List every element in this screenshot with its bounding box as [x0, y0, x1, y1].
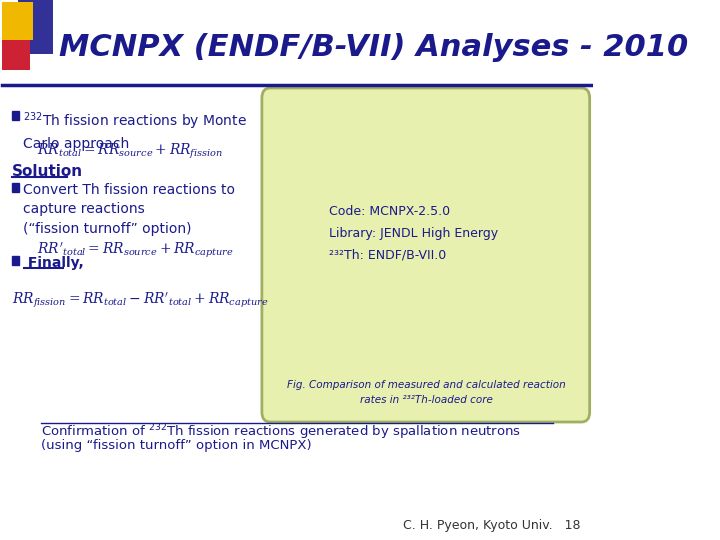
Text: Library: JENDL High Energy: Library: JENDL High Energy [330, 227, 498, 240]
Bar [1, 2, 33, 40]
Text: Code: MCNPX-2.5.0: Code: MCNPX-2.5.0 [330, 205, 451, 218]
FancyBboxPatch shape [262, 88, 590, 422]
Bar [18, 0, 53, 54]
Text: $RR_{total} = RR_{source} + RR_{fission}$: $RR_{total} = RR_{source} + RR_{fission}… [37, 142, 223, 161]
Text: Convert Th fission reactions to
capture reactions
(“fission turnoff” option): Convert Th fission reactions to capture … [23, 183, 235, 236]
Text: Solution: Solution [12, 164, 83, 179]
Bar [12, 256, 19, 265]
Text: Fig. Comparison of measured and calculated reaction: Fig. Comparison of measured and calculat… [287, 380, 566, 390]
Text: $^{232}$Th fission reactions by Monte
Carlo approach: $^{232}$Th fission reactions by Monte Ca… [23, 110, 247, 151]
Text: (using “fission turnoff” option in MCNPX): (using “fission turnoff” option in MCNPX… [41, 439, 312, 452]
Text: $RR'_{total} = RR_{source} + RR_{capture}$: $RR'_{total} = RR_{source} + RR_{capture… [37, 240, 234, 260]
Text: rates in ²³²Th-loaded core: rates in ²³²Th-loaded core [360, 395, 493, 405]
Text: C. H. Pyeon, Kyoto Univ.   18: C. H. Pyeon, Kyoto Univ. 18 [403, 519, 580, 532]
Bar [12, 111, 19, 120]
Text: Confirmation of $^{232}$Th fission reactions generated by spallation neutrons: Confirmation of $^{232}$Th fission react… [41, 422, 521, 442]
Bar [1, 36, 30, 70]
Bar [12, 183, 19, 192]
Text: ²³²Th: ENDF/B-VII.0: ²³²Th: ENDF/B-VII.0 [330, 249, 446, 262]
Text: $RR_{fission} = RR_{total} - RR'_{total} + RR_{capture}$: $RR_{fission} = RR_{total} - RR'_{total}… [12, 290, 268, 309]
Text: MCNPX (ENDF/B-VII) Analyses - 2010: MCNPX (ENDF/B-VII) Analyses - 2010 [59, 33, 688, 62]
Text: Finally,: Finally, [23, 256, 84, 270]
